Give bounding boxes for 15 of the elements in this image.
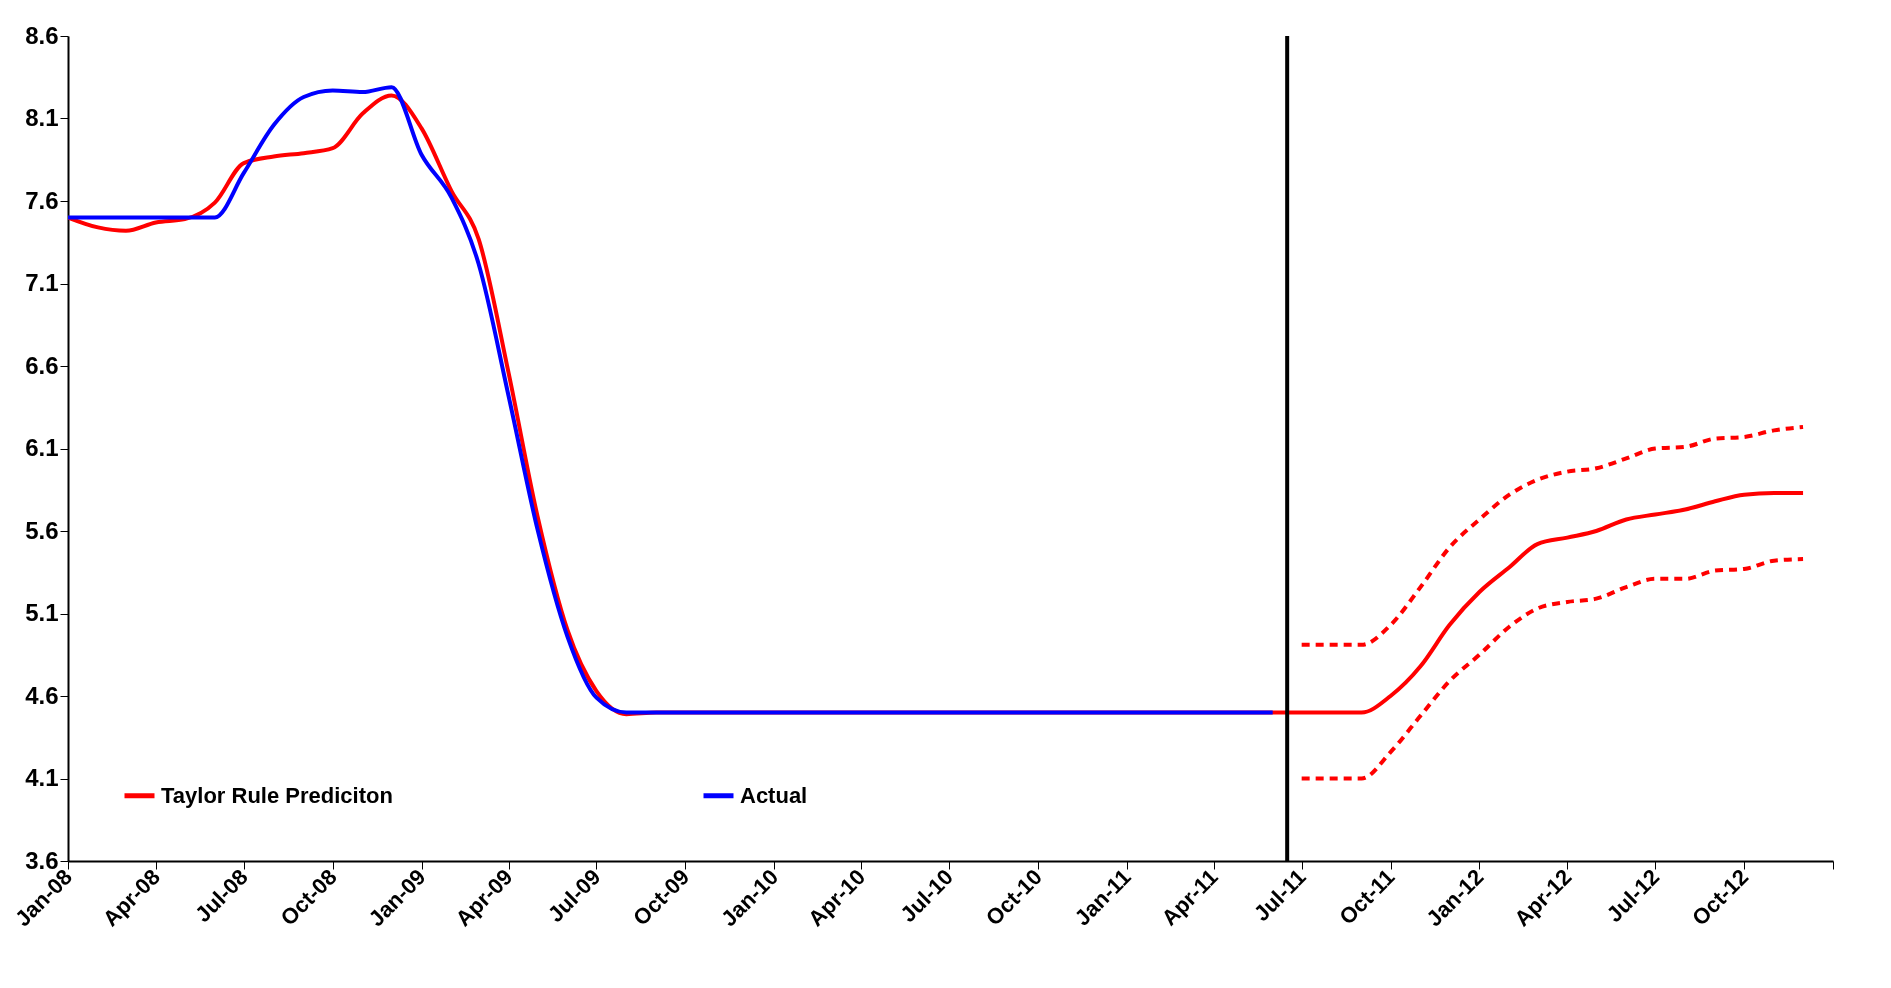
line-series (1299, 557, 1806, 781)
y-tick-label: 7.1 (25, 269, 59, 296)
y-tick-label: 4.6 (25, 681, 59, 709)
y-tick-label: 6.6 (25, 351, 59, 379)
line-series (1299, 425, 1806, 647)
legend-label: Actual (740, 782, 808, 808)
y-tick-label: 8.1 (25, 104, 59, 131)
y-tick-label: 4.1 (25, 764, 59, 791)
line-series (68, 85, 1275, 715)
y-tick-label: 8.6 (25, 21, 59, 49)
y-tick-label: 5.6 (25, 516, 59, 544)
y-tick-label: 5.1 (25, 599, 59, 626)
y-tick-label: 6.1 (25, 434, 59, 461)
y-tick-label: 7.6 (25, 186, 59, 214)
legend-label: Taylor Rule Prediciton (161, 782, 393, 808)
